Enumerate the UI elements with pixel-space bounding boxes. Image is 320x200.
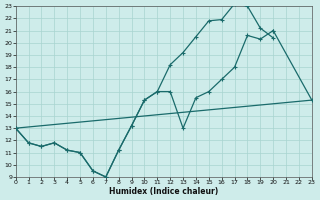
X-axis label: Humidex (Indice chaleur): Humidex (Indice chaleur) xyxy=(109,187,218,196)
